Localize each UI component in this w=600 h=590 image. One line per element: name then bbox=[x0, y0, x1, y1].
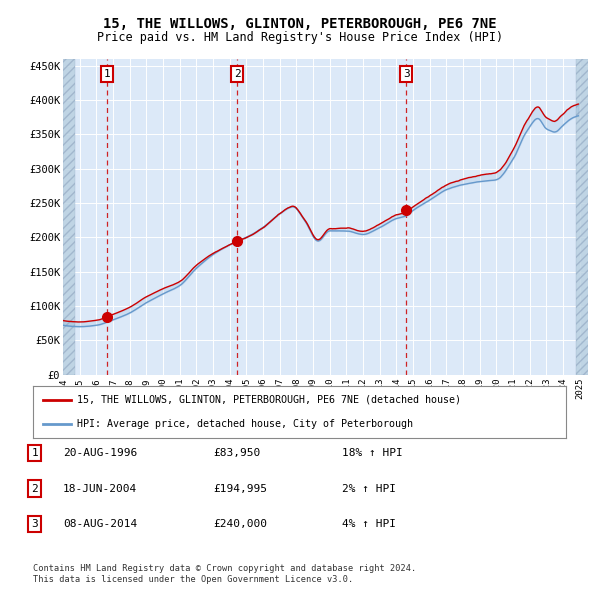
Text: 15, THE WILLOWS, GLINTON, PETERBOROUGH, PE6 7NE (detached house): 15, THE WILLOWS, GLINTON, PETERBOROUGH, … bbox=[77, 395, 461, 405]
Text: £194,995: £194,995 bbox=[213, 484, 267, 493]
Text: 20-AUG-1996: 20-AUG-1996 bbox=[63, 448, 137, 458]
Text: Price paid vs. HM Land Registry's House Price Index (HPI): Price paid vs. HM Land Registry's House … bbox=[97, 31, 503, 44]
Text: 3: 3 bbox=[403, 69, 410, 79]
Text: 18-JUN-2004: 18-JUN-2004 bbox=[63, 484, 137, 493]
Text: Contains HM Land Registry data © Crown copyright and database right 2024.: Contains HM Land Registry data © Crown c… bbox=[33, 565, 416, 573]
Text: 18% ↑ HPI: 18% ↑ HPI bbox=[342, 448, 403, 458]
Bar bbox=[577, 59, 596, 375]
Text: 2: 2 bbox=[234, 69, 241, 79]
Text: This data is licensed under the Open Government Licence v3.0.: This data is licensed under the Open Gov… bbox=[33, 575, 353, 584]
Bar bbox=[63, 59, 74, 375]
Text: £83,950: £83,950 bbox=[213, 448, 260, 458]
Text: 2% ↑ HPI: 2% ↑ HPI bbox=[342, 484, 396, 493]
Text: 1: 1 bbox=[31, 448, 38, 458]
Text: 4% ↑ HPI: 4% ↑ HPI bbox=[342, 519, 396, 529]
Text: 1: 1 bbox=[103, 69, 110, 79]
Text: 2: 2 bbox=[31, 484, 38, 493]
Text: 3: 3 bbox=[31, 519, 38, 529]
Text: HPI: Average price, detached house, City of Peterborough: HPI: Average price, detached house, City… bbox=[77, 419, 413, 429]
Text: £240,000: £240,000 bbox=[213, 519, 267, 529]
Text: 15, THE WILLOWS, GLINTON, PETERBOROUGH, PE6 7NE: 15, THE WILLOWS, GLINTON, PETERBOROUGH, … bbox=[103, 17, 497, 31]
Text: 08-AUG-2014: 08-AUG-2014 bbox=[63, 519, 137, 529]
